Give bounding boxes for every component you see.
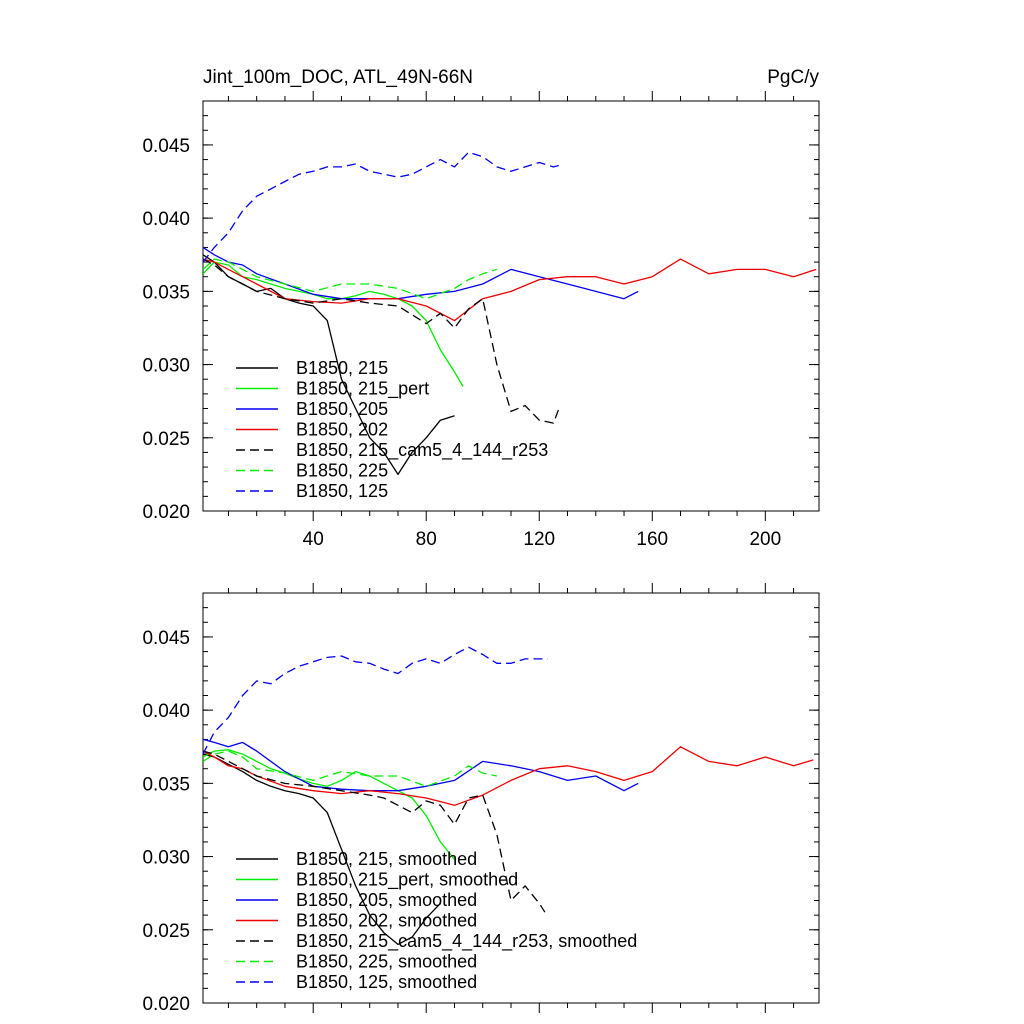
legend-label: B1850, 215_cam5_4_144_r253: [296, 440, 548, 461]
series-line: [202, 258, 498, 300]
series-line: [202, 246, 639, 300]
legend-label: B1850, 205, smoothed: [296, 890, 477, 910]
series-line: [202, 749, 456, 860]
chart-units-top: PgC/y: [767, 67, 819, 88]
ytick-label: 0.020: [142, 502, 190, 523]
chart-panel-top: Jint_100m_DOC, ATL_49N-66N PgC/y 0.020 0.…: [142, 67, 820, 550]
ytick-label: 0.030: [142, 848, 190, 869]
xtick-label: 160: [636, 529, 668, 550]
legend-label: B1850, 225, smoothed: [296, 952, 477, 972]
chart-panel-bottom: 0.020 0.025 0.030 0.035 0.040 0.045 B1850, 215…: [142, 583, 820, 1015]
xtick-label: 40: [303, 529, 324, 550]
series-line: [202, 151, 560, 263]
ytick-label: 0.025: [142, 921, 190, 942]
series-line: [202, 750, 546, 913]
ytick-label: 0.040: [142, 701, 190, 722]
xtick-label: 80: [416, 529, 437, 550]
legend-label: B1850, 215_cam5_4_144_r253, smoothed: [296, 931, 637, 952]
series-line: [202, 258, 817, 322]
legend-label: B1850, 215, smoothed: [296, 849, 477, 869]
legend-label: B1850, 125, smoothed: [296, 972, 477, 992]
ytick-label: 0.045: [142, 136, 190, 157]
legend-label: B1850, 205: [296, 399, 388, 419]
legend-label: B1850, 125: [296, 481, 388, 501]
legend-label: B1850, 215_pert: [296, 379, 429, 400]
legend-label: B1850, 225: [296, 461, 388, 481]
series-line: [202, 258, 560, 424]
ytick-label: 0.020: [142, 994, 190, 1015]
legend-label: B1850, 215: [296, 358, 388, 378]
xtick-label: 120: [523, 529, 555, 550]
ytick-label: 0.035: [142, 282, 190, 303]
ytick-label: 0.025: [142, 429, 190, 450]
series-line: [202, 738, 639, 792]
chart-title-top: Jint_100m_DOC, ATL_49N-66N: [203, 67, 473, 88]
ytick-label: 0.040: [142, 209, 190, 230]
series-line: [202, 753, 441, 946]
legend-label: B1850, 215_pert, smoothed: [296, 870, 518, 891]
legend-label: B1850, 202: [296, 420, 388, 440]
ytick-label: 0.045: [142, 628, 190, 649]
series-line: [202, 750, 498, 787]
xtick-label: 200: [749, 529, 781, 550]
ytick-label: 0.035: [142, 774, 190, 795]
ytick-label: 0.030: [142, 356, 190, 377]
legend-label: B1850, 202, smoothed: [296, 911, 477, 931]
series-line: [202, 646, 548, 755]
series-line: [202, 261, 464, 387]
